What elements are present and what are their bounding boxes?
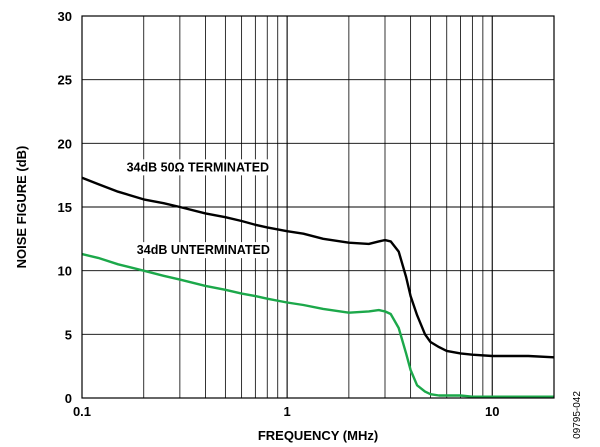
y-tick-labels: 0 5 10 15 20 25 30 [58, 9, 72, 406]
x-tick-label: 0.1 [73, 404, 91, 419]
x-axis-label: FREQUENCY (MHz) [258, 428, 378, 443]
y-tick-label: 30 [58, 9, 72, 24]
x-tick-label: 1 [284, 404, 291, 419]
y-tick-label: 0 [65, 391, 72, 406]
series-line-terminated [81, 176, 555, 359]
x-tick-label: 10 [485, 404, 499, 419]
x-tick-labels: 0.1 1 10 [73, 404, 500, 419]
y-tick-label: 25 [58, 73, 72, 88]
annotation-background [134, 242, 272, 259]
annotation-background [124, 159, 272, 176]
series-line-unterminated [81, 252, 554, 398]
figure-id: 09795-042 [572, 391, 583, 439]
plot-frame [81, 15, 555, 399]
y-tick-label: 15 [58, 200, 72, 215]
y-tick-label: 10 [58, 264, 72, 279]
series-annotation: 34dB 50Ω TERMINATED [127, 160, 269, 174]
series-lines [81, 176, 555, 398]
annotations: 34dB 50Ω TERMINATED 34dB UNTERMINATED [124, 159, 272, 259]
y-tick-label: 20 [58, 136, 72, 151]
grid-lines [82, 15, 554, 399]
y-tick-label: 5 [65, 327, 72, 342]
series-annotation: 34dB UNTERMINATED [137, 243, 270, 257]
y-axis-label: NOISE FIGURE (dB) [14, 146, 29, 269]
